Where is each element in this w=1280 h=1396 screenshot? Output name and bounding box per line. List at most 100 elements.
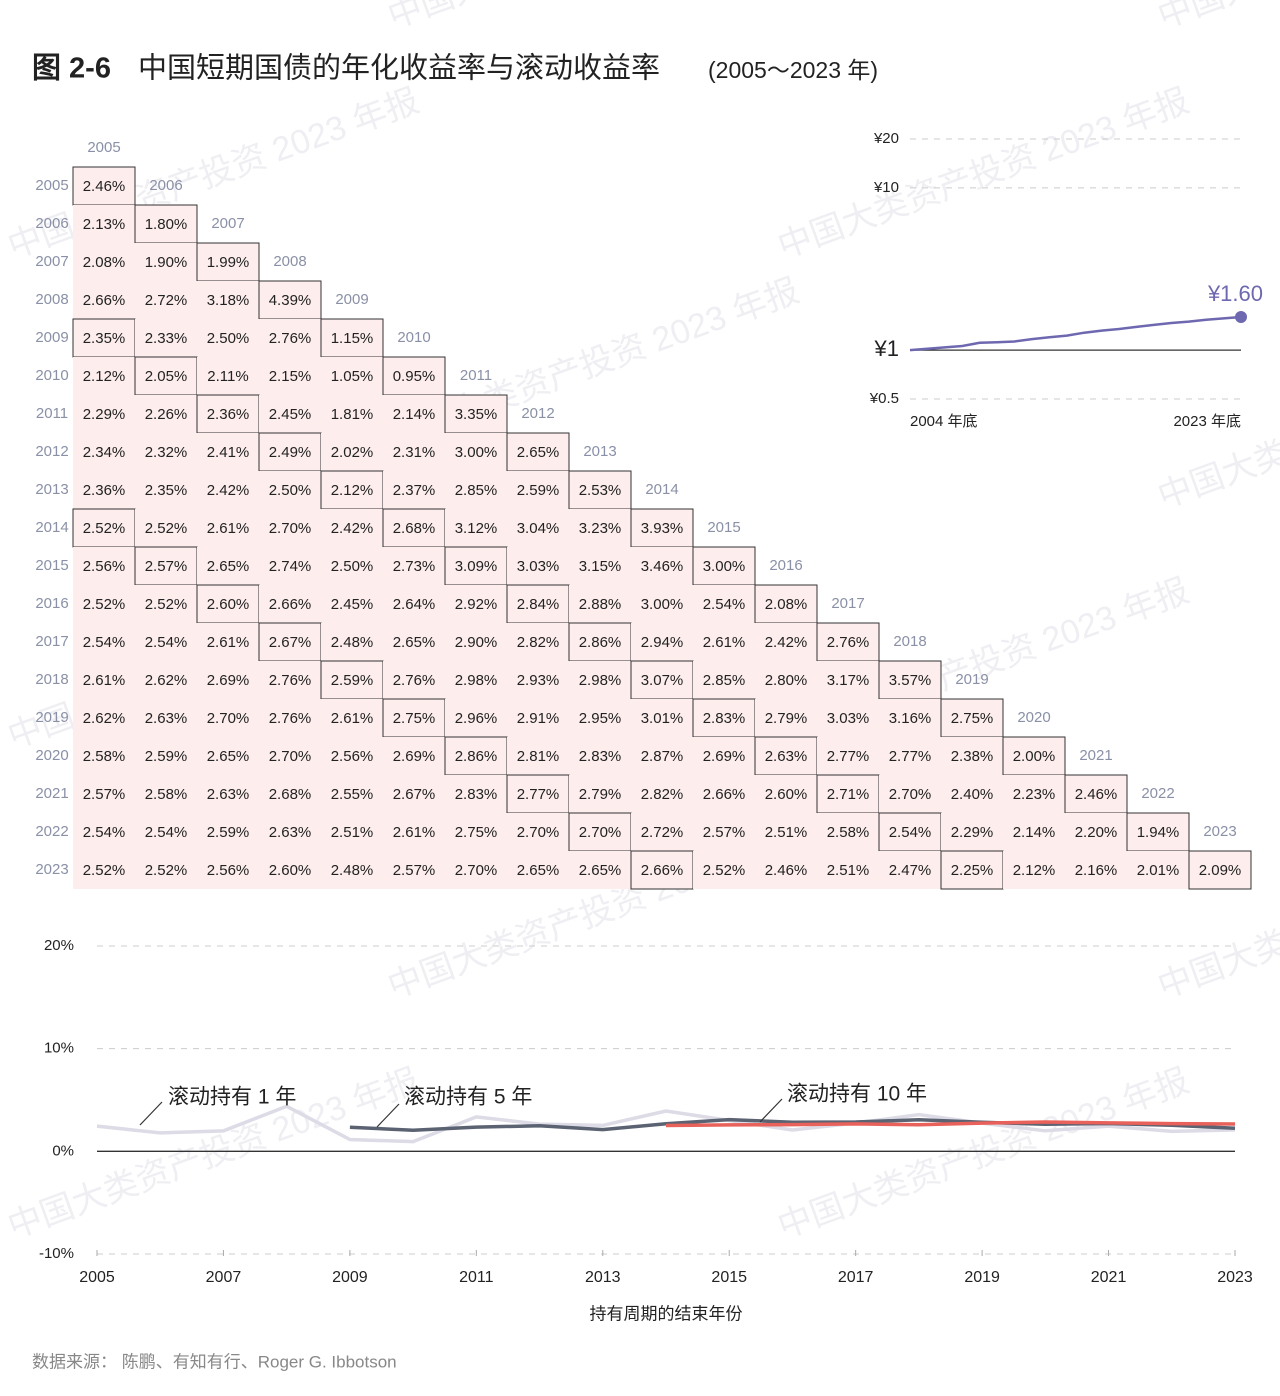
watermark: 中国大类资产投资 2023 年报 (383, 0, 804, 36)
cell-value: 2.59% (145, 748, 188, 765)
cell (879, 737, 941, 775)
row-label: 2023 (35, 861, 68, 878)
cell-value: 2.79% (765, 710, 808, 727)
cell-value: 2.74% (269, 558, 312, 575)
cell (197, 433, 259, 471)
cell (135, 699, 197, 737)
cell-value: 2.76% (269, 710, 312, 727)
cell-value: 2.54% (83, 824, 126, 841)
cell (693, 851, 755, 889)
cell (1003, 775, 1065, 813)
cell (444, 546, 508, 586)
cell (320, 660, 384, 700)
cell (259, 395, 321, 433)
cell (693, 737, 755, 775)
cell (755, 775, 817, 813)
cell-value: 2.69% (207, 672, 250, 689)
row-label: 2017 (35, 633, 68, 650)
x-tick-label: 2021 (1091, 1269, 1127, 1286)
column-label: 2015 (707, 519, 740, 536)
cell-value: 2.55% (331, 786, 374, 803)
cell (197, 357, 259, 395)
cell (445, 585, 507, 623)
cell-value: 2.51% (331, 824, 374, 841)
cell-value: 3.93% (641, 520, 684, 537)
cell (507, 547, 569, 585)
cell-value: 2.59% (207, 824, 250, 841)
watermark: 中国大类资产投资 2023 年报 (773, 82, 1194, 266)
figure-number: 图 2-6 (32, 53, 111, 85)
cell-value: 2.62% (145, 672, 188, 689)
cell (383, 433, 445, 471)
cell (135, 661, 197, 699)
cell-value: 2.91% (517, 710, 560, 727)
cell-value: 2.61% (331, 710, 374, 727)
cell (383, 623, 445, 661)
x-axis-label: 持有周期的结束年份 (590, 1304, 743, 1323)
cell (135, 471, 197, 509)
cell (507, 699, 569, 737)
cell (693, 623, 755, 661)
cell (569, 509, 631, 547)
row-label: 2020 (35, 747, 68, 764)
cell-value: 2.58% (827, 824, 870, 841)
cell (259, 661, 321, 699)
cell (197, 623, 259, 661)
column-label: 2011 (460, 367, 492, 384)
cell-value: 2.42% (331, 520, 374, 537)
cell (259, 509, 321, 547)
cell (197, 281, 259, 319)
cell-value: 2.86% (455, 748, 498, 765)
cell (320, 318, 384, 358)
cell-value: 2.47% (889, 862, 932, 879)
cell-value: 2.54% (145, 824, 188, 841)
cell-value: 2.15% (269, 368, 312, 385)
cell (72, 166, 136, 206)
cell-value: 2.77% (517, 786, 560, 803)
cell (259, 585, 321, 623)
cell-value: 2.25% (951, 862, 994, 879)
cell (692, 546, 756, 586)
cell-value: 2.37% (393, 482, 436, 499)
cell (73, 661, 135, 699)
cell (631, 547, 693, 585)
cell-value: 1.05% (331, 368, 374, 385)
cell-value: 2.31% (393, 444, 436, 461)
series-label: 滚动持有 5 年 (404, 1086, 532, 1109)
cell-value: 2.46% (1075, 786, 1118, 803)
cell-value: 2.50% (331, 558, 374, 575)
row-label: 2011 (36, 405, 68, 422)
cell (197, 471, 259, 509)
cell (383, 395, 445, 433)
cell-value: 2.52% (83, 596, 126, 613)
cell (73, 813, 135, 851)
cell (383, 471, 445, 509)
cell (569, 775, 631, 813)
cell (755, 661, 817, 699)
cell (135, 813, 197, 851)
cell (879, 851, 941, 889)
cell (259, 737, 321, 775)
cell (569, 585, 631, 623)
cell-value: 2.80% (765, 672, 808, 689)
column-label: 2007 (211, 215, 244, 232)
source: 数据来源： 陈鹏、有知有行、Roger G. Ibbotson (32, 1352, 397, 1371)
cell (135, 775, 197, 813)
y-tick-label: -10% (39, 1245, 74, 1262)
leader-line (376, 1103, 400, 1128)
cell-value: 2.12% (331, 482, 374, 499)
cell-value: 2.96% (455, 710, 498, 727)
cell (135, 319, 197, 357)
cell (444, 394, 508, 434)
cell-value: 2.42% (207, 482, 250, 499)
cell (259, 813, 321, 851)
cell (197, 661, 259, 699)
cell (135, 509, 197, 547)
series-line (96, 1104, 1236, 1144)
cell (135, 243, 197, 281)
cell-value: 2.01% (1137, 862, 1180, 879)
cell (755, 623, 817, 661)
cell (383, 851, 445, 889)
cell-value: 2.26% (145, 406, 188, 423)
